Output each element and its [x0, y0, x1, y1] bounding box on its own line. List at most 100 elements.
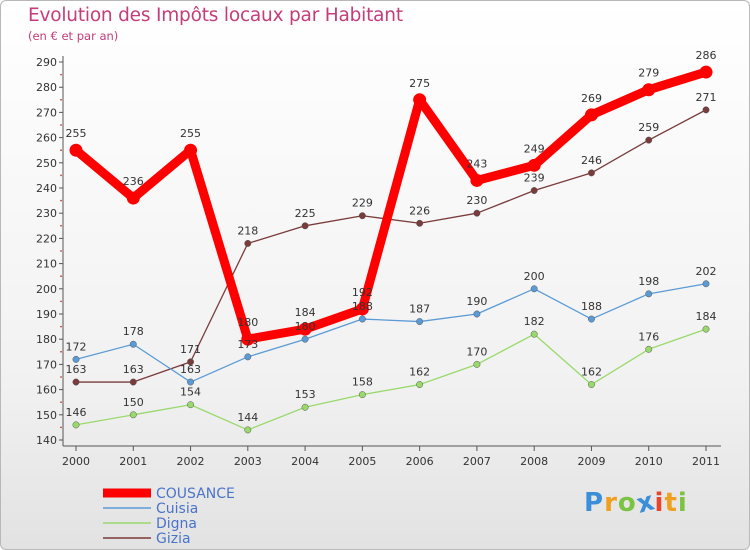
- y-minor-tick: [60, 376, 62, 378]
- x-tick-label: 2011: [692, 455, 720, 468]
- data-point-cuisia: [530, 285, 538, 293]
- data-label-cuisia: 198: [638, 275, 659, 288]
- logo-letter: r: [604, 488, 618, 518]
- data-label-digna: 158: [352, 376, 373, 389]
- data-label-digna: 150: [123, 396, 144, 409]
- data-point-cuisia: [645, 290, 653, 298]
- y-tick-label: 230: [36, 207, 57, 220]
- data-point-cuisia: [187, 378, 194, 386]
- data-label-cousance: 236: [123, 175, 144, 188]
- y-minor-tick: [60, 250, 62, 252]
- y-tick-label: 280: [36, 81, 57, 94]
- data-label-digna: 144: [237, 411, 258, 424]
- data-label-digna: 162: [409, 366, 430, 379]
- y-tick-label: 260: [36, 132, 57, 145]
- data-point-cuisia: [129, 340, 137, 348]
- data-point-digna: [473, 360, 481, 368]
- y-tick-label: 180: [36, 333, 57, 346]
- y-tick-label: 190: [36, 308, 57, 321]
- y-minor-tick: [60, 275, 62, 278]
- data-point-digna: [702, 325, 710, 333]
- proxiti-logo[interactable]: Proxiti: [584, 486, 688, 520]
- data-label-cuisia: 178: [123, 325, 144, 338]
- data-label-cousance: 286: [696, 49, 717, 62]
- data-point-digna: [244, 426, 252, 434]
- data-point-digna: [129, 411, 137, 419]
- logo-letter: i: [654, 488, 665, 518]
- data-label-cuisia: 188: [581, 300, 602, 313]
- legend-label-gizia: Gizia: [156, 531, 191, 547]
- data-point-cousance: [699, 65, 713, 79]
- y-minor-tick: [60, 224, 62, 227]
- x-tick-label: 2004: [291, 455, 319, 468]
- data-label-gizia: 229: [352, 197, 373, 210]
- data-label-digna: 184: [696, 310, 717, 323]
- logo-letter: t: [664, 488, 678, 518]
- data-point-cuisia: [358, 315, 366, 323]
- logo-letter: P: [584, 488, 605, 518]
- series-line-digna: [75, 328, 707, 431]
- data-label-cousance: 255: [66, 127, 87, 140]
- data-point-gizia: [588, 169, 595, 177]
- x-tick-label: 2003: [234, 455, 262, 468]
- series-cousance: [69, 65, 713, 346]
- logo-letter: o: [617, 488, 637, 518]
- y-tick-label: 170: [36, 358, 57, 371]
- data-label-cousance: 184: [295, 306, 316, 319]
- chart-title: Evolution des Impôts locaux par Habitant: [28, 5, 403, 26]
- data-label-gizia: 246: [581, 154, 602, 167]
- data-label-cuisia: 180: [295, 320, 316, 333]
- y-minor-tick: [60, 350, 62, 353]
- data-label-cuisia: 190: [466, 295, 487, 308]
- data-point-gizia: [187, 358, 194, 366]
- data-point-cuisia: [301, 335, 309, 343]
- y-tick-label: 250: [36, 157, 57, 170]
- y-minor-tick: [60, 401, 62, 404]
- y-tick-label: 150: [36, 409, 57, 422]
- y-minor-tick: [60, 149, 62, 152]
- data-label-cousance: 192: [352, 286, 373, 299]
- data-point-cousance: [527, 158, 541, 172]
- x-tick-label: 2000: [62, 455, 90, 468]
- data-label-digna: 146: [66, 406, 87, 419]
- series-cuisia: [72, 280, 710, 386]
- x-tick-label: 2001: [119, 455, 147, 468]
- data-point-digna: [358, 391, 366, 399]
- data-label-cuisia: 163: [180, 363, 201, 376]
- data-point-cuisia: [702, 280, 710, 288]
- data-point-cousance: [642, 83, 656, 97]
- data-point-cuisia: [588, 315, 595, 323]
- data-point-gizia: [645, 136, 653, 144]
- data-point-digna: [645, 345, 653, 353]
- y-minor-tick: [60, 73, 62, 76]
- data-point-digna: [72, 421, 80, 429]
- x-tick-label: 2008: [520, 455, 548, 468]
- y-tick-label: 140: [36, 434, 57, 447]
- data-label-digna: 182: [524, 315, 545, 328]
- series-gizia: [72, 106, 710, 386]
- data-point-digna: [588, 381, 595, 389]
- data-point-cousance: [584, 108, 598, 122]
- data-point-cousance: [69, 143, 83, 157]
- data-label-cuisia: 202: [696, 265, 717, 278]
- data-label-gizia: 171: [180, 343, 201, 356]
- data-point-cousance: [470, 173, 484, 187]
- data-point-digna: [301, 403, 309, 411]
- chart-subtitle: (en € et par an): [28, 29, 119, 43]
- y-tick-label: 200: [36, 283, 57, 296]
- data-label-cousance: 275: [409, 77, 430, 90]
- data-point-cousance: [413, 93, 427, 107]
- data-label-cuisia: 188: [352, 300, 373, 313]
- data-point-gizia: [473, 209, 481, 217]
- data-label-gizia: 218: [237, 224, 258, 237]
- data-label-cousance: 269: [581, 92, 602, 105]
- data-point-gizia: [301, 222, 309, 230]
- y-tick-label: 270: [36, 106, 57, 119]
- series-digna: [72, 325, 710, 434]
- data-point-digna: [416, 381, 424, 389]
- data-point-gizia: [72, 378, 80, 386]
- x-tick-label: 2009: [577, 455, 605, 468]
- y-tick-label: 220: [36, 232, 57, 245]
- x-tick-label: 2002: [177, 455, 205, 468]
